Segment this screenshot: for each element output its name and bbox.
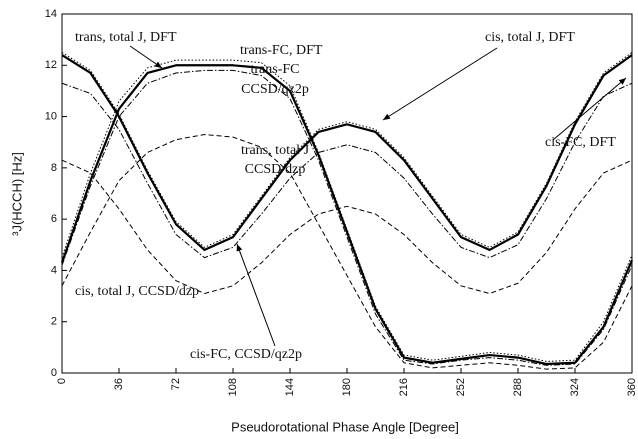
series-line (61, 69, 633, 366)
annotation: trans, total J (241, 143, 310, 158)
x-tick-label: 216 (398, 378, 410, 396)
x-tick-label: 36 (113, 378, 125, 390)
y-axis-label: ³J(HCCH) [Hz] (9, 152, 24, 236)
y-tick-label: 8 (51, 162, 57, 174)
annotation: cis-FC, CCSD/qz2p (190, 347, 302, 362)
series-line (61, 82, 633, 259)
series-line (61, 134, 633, 370)
annotation: trans-FC, DFT (240, 43, 323, 58)
x-tick-label: 324 (569, 378, 581, 396)
series-line (61, 54, 633, 252)
x-tick-label: 108 (227, 378, 239, 396)
x-tick-label: 360 (626, 378, 638, 396)
arrow (129, 45, 163, 69)
x-tick-label: 144 (284, 378, 296, 396)
series-line (61, 159, 633, 295)
x-tick-label: 252 (455, 378, 467, 396)
x-tick-label: 180 (341, 378, 353, 396)
x-tick-label: 72 (170, 378, 182, 390)
annotation: trans, total J, DFT (75, 30, 177, 45)
y-tick-label: 14 (45, 8, 57, 20)
series-line (61, 59, 633, 362)
arrow (382, 47, 498, 121)
annotation: CCSD/qz2p (241, 82, 309, 97)
x-axis-label: Pseudorotational Phase Angle [Degree] (231, 419, 459, 434)
y-tick-label: 0 (51, 367, 57, 379)
x-tick-label: 0 (56, 378, 68, 384)
arrows (129, 45, 627, 347)
arrow (236, 243, 276, 347)
annotation: trans-FC (251, 62, 300, 77)
series-line (60, 64, 634, 366)
annotation: cis, total J, CCSD/dzp (75, 284, 199, 299)
y-tick-label: 10 (45, 110, 57, 122)
y-tick-label: 4 (51, 264, 57, 276)
series-line (61, 52, 633, 248)
y-tick-label: 6 (51, 213, 57, 225)
annotation: CCSD/dzp (245, 162, 306, 177)
annotation: cis-FC, DFT (545, 135, 616, 150)
y-tick-label: 12 (45, 59, 57, 71)
annotation: cis, total J, DFT (485, 30, 575, 45)
x-tick-label: 288 (512, 378, 524, 396)
y-tick-label: 2 (51, 316, 57, 328)
arrow (552, 77, 627, 141)
